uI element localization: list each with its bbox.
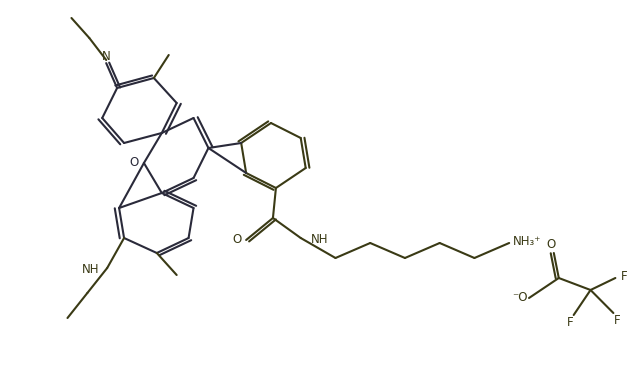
Text: O: O: [129, 156, 139, 170]
Text: NH: NH: [311, 233, 328, 246]
Text: O: O: [546, 238, 556, 251]
Text: F: F: [614, 314, 621, 326]
Text: ⁻O: ⁻O: [512, 291, 528, 304]
Text: NH₃⁺: NH₃⁺: [512, 235, 540, 248]
Text: N: N: [102, 50, 110, 63]
Text: F: F: [621, 270, 627, 283]
Text: O: O: [233, 233, 242, 246]
Text: F: F: [567, 316, 573, 328]
Text: NH: NH: [82, 263, 99, 276]
